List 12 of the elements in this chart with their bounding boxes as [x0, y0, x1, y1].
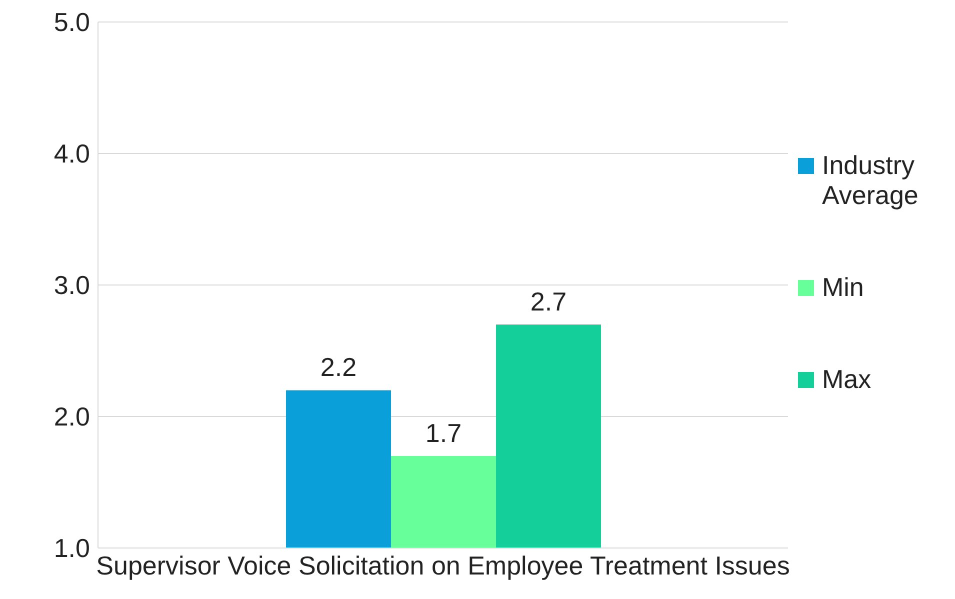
- legend-label: Min: [822, 272, 864, 302]
- data-label: 2.7: [530, 286, 567, 316]
- x-tick-label: Supervisor Voice Solicitation on Employee Treatment Issues: [96, 550, 790, 580]
- y-tick-label: 5.0: [54, 7, 90, 38]
- y-tick-label: 2.0: [54, 402, 90, 432]
- data-label: 2.2: [320, 352, 357, 382]
- y-tick-label: 1.0: [54, 533, 90, 564]
- legend-label: Industry Average: [822, 150, 920, 210]
- y-tick-label: 4.0: [54, 138, 90, 169]
- y-tick-label: 3.0: [54, 270, 90, 300]
- data-label: 1.7: [425, 418, 462, 448]
- legend-label: Max: [822, 364, 872, 394]
